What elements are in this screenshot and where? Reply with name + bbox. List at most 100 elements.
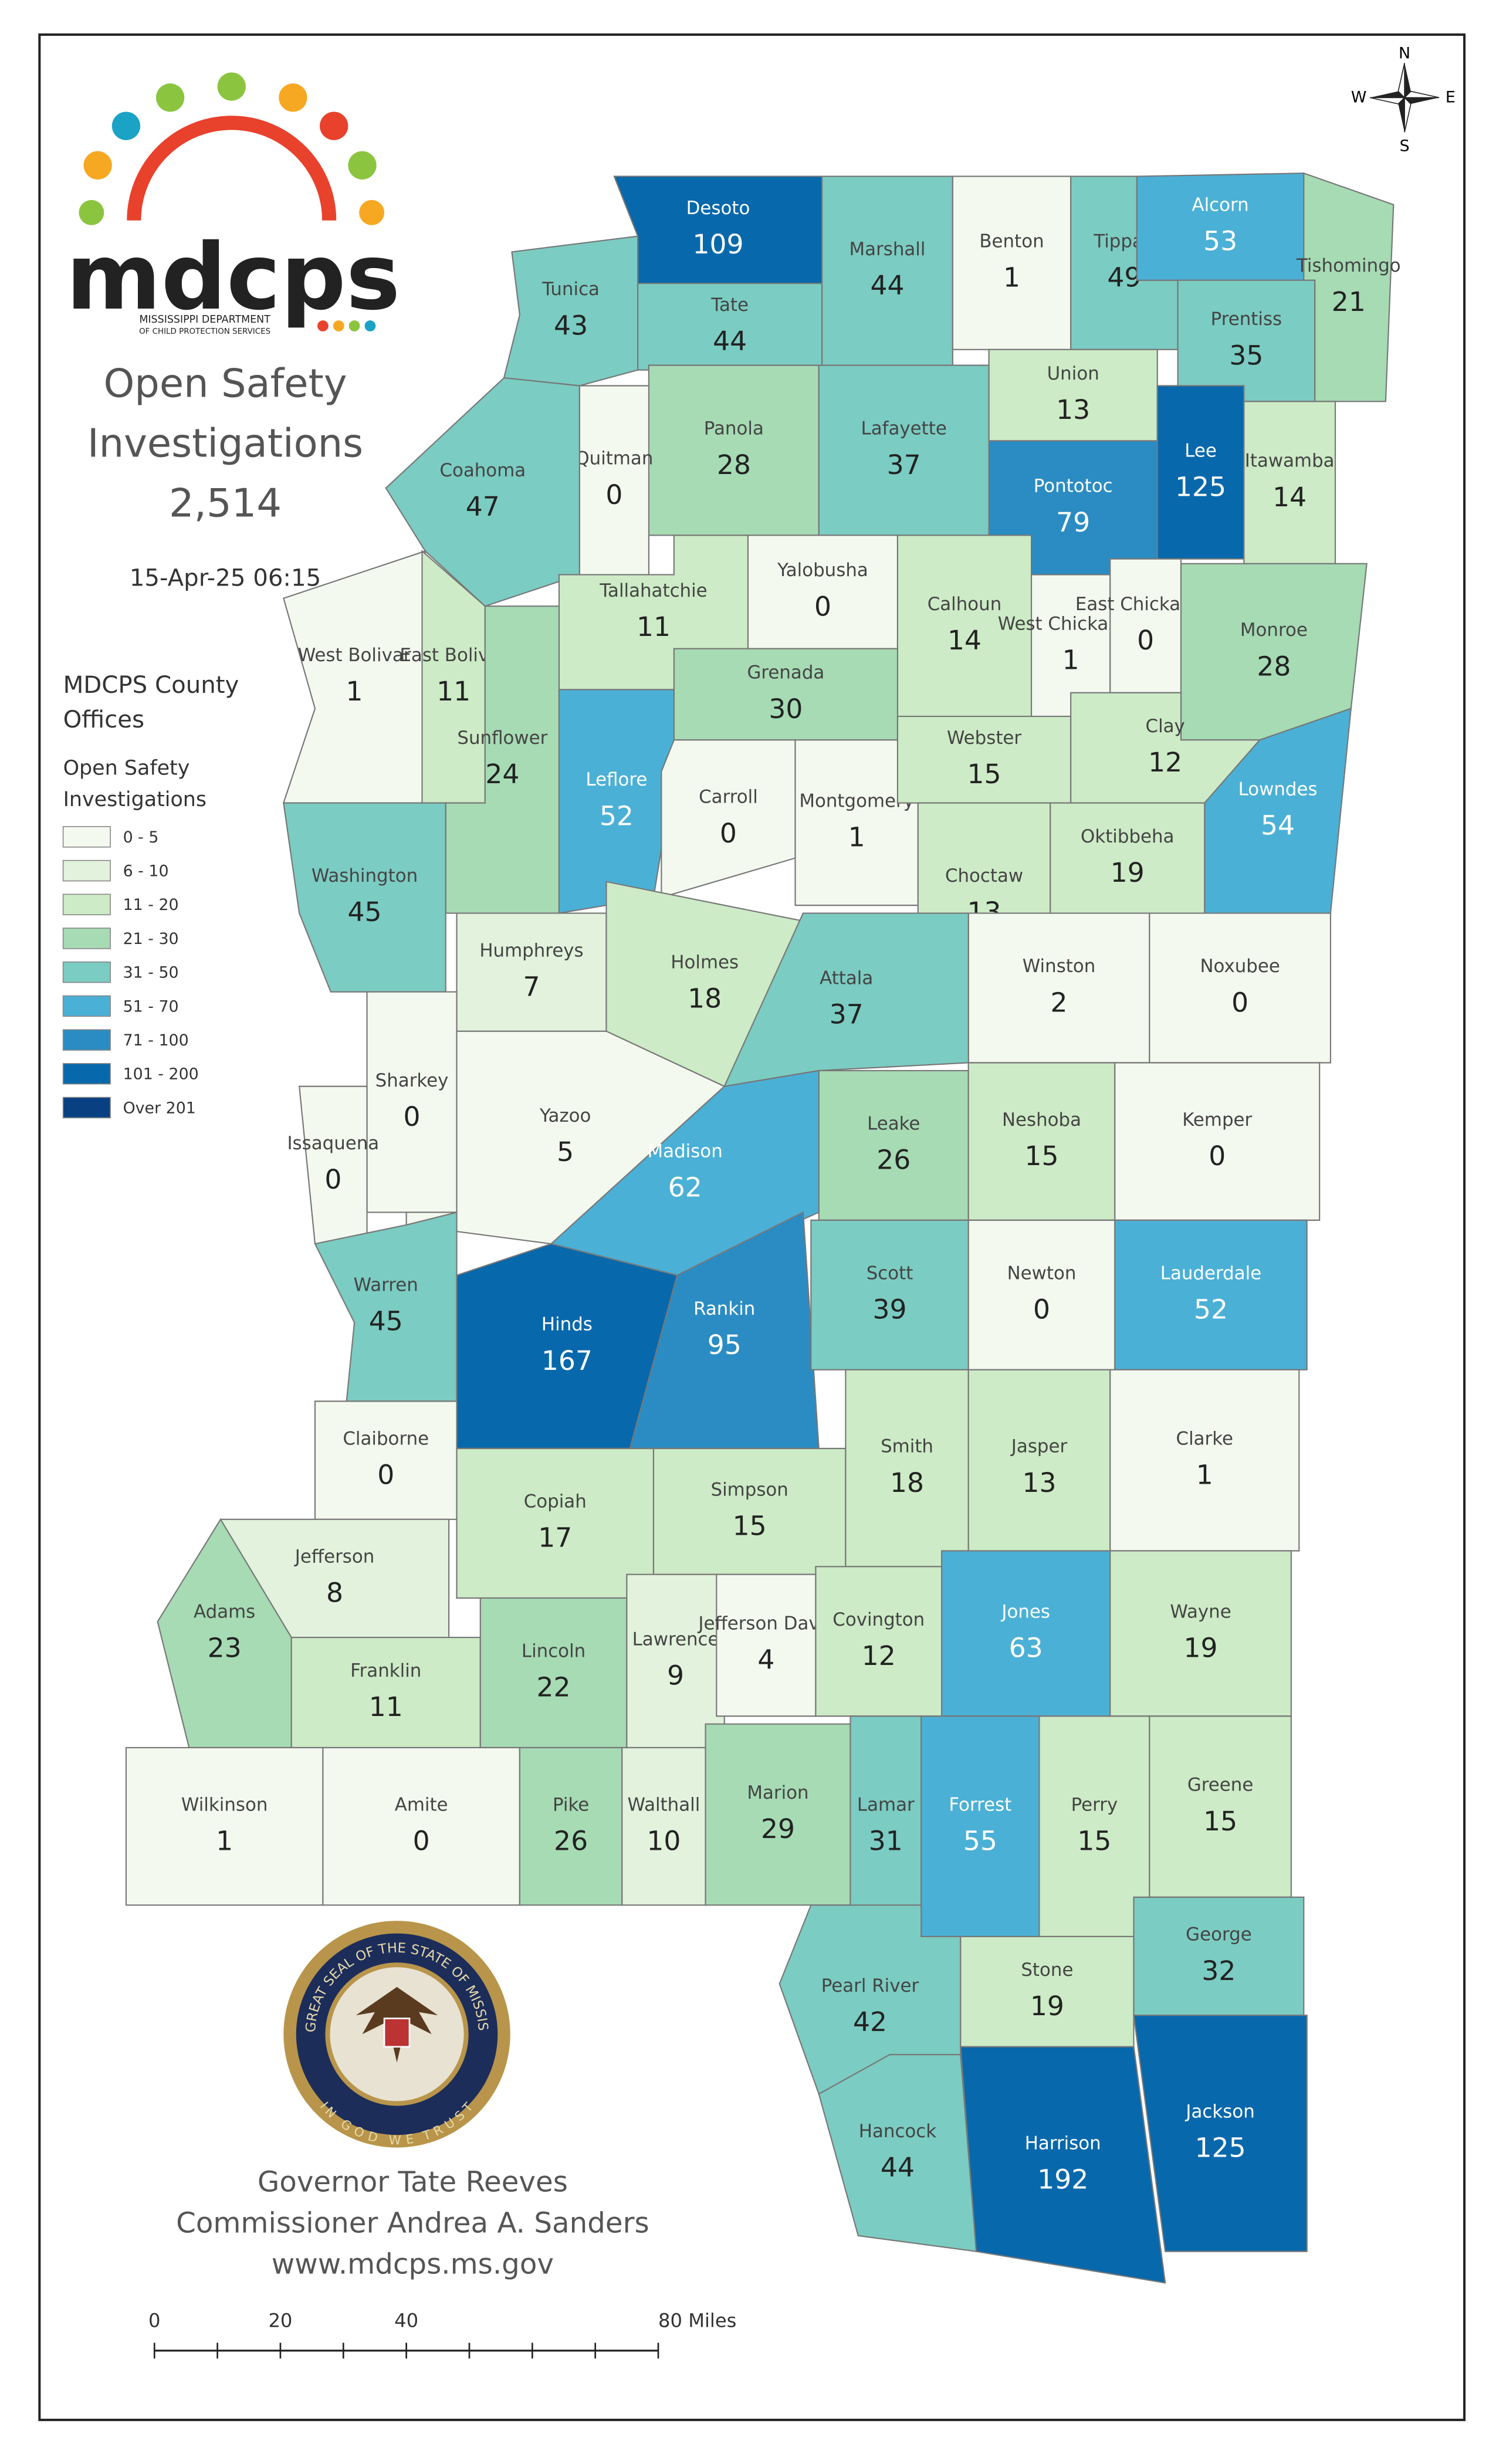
county-name: Jones bbox=[1000, 1602, 1050, 1623]
county-name: Covington bbox=[832, 1609, 925, 1630]
county-count: 29 bbox=[761, 1813, 795, 1844]
county-name: Greene bbox=[1187, 1775, 1253, 1796]
title: Open Safety bbox=[103, 360, 347, 406]
legend: 0 - 5 6 - 10 11 - 20 21 - 30 31 - 50 51 - 70 7… bbox=[62, 826, 199, 1119]
county-name: Lafayette bbox=[861, 418, 947, 439]
legend-label: 101 - 200 bbox=[123, 1065, 199, 1084]
county-count: 1 bbox=[1003, 262, 1020, 293]
county-name: Amite bbox=[395, 1794, 448, 1815]
county-name: Yazoo bbox=[539, 1105, 591, 1126]
legend-title: MDCPS County bbox=[63, 672, 239, 699]
county-count: 0 bbox=[377, 1459, 394, 1490]
county-name: Jefferson bbox=[294, 1546, 375, 1568]
county-count: 79 bbox=[1056, 507, 1090, 538]
legend-label: Over 201 bbox=[123, 1099, 196, 1117]
county-name: Franklin bbox=[350, 1660, 421, 1681]
county-count: 37 bbox=[887, 449, 921, 480]
county-count: 31 bbox=[869, 1825, 903, 1856]
county-name: Issaquena bbox=[287, 1133, 379, 1154]
county-name: Montgomery bbox=[799, 790, 914, 811]
scale-label: 80 Miles bbox=[658, 2310, 736, 2332]
county bbox=[960, 2046, 1166, 2284]
legend-swatch bbox=[62, 995, 111, 1017]
county-name: Forrest bbox=[949, 1794, 1011, 1815]
county-count: 18 bbox=[688, 983, 722, 1014]
county-name: Pearl River bbox=[821, 1975, 919, 1996]
legend-swatch bbox=[62, 859, 111, 882]
county bbox=[1114, 1062, 1321, 1221]
legend-label: 31 - 50 bbox=[123, 964, 179, 982]
county-name: Union bbox=[1047, 363, 1099, 384]
scale-label: 20 bbox=[268, 2310, 292, 2332]
county-count: 0 bbox=[720, 818, 737, 849]
county-name: Carroll bbox=[699, 787, 758, 808]
county-count: 0 bbox=[814, 591, 831, 622]
legend-swatch bbox=[62, 1029, 111, 1051]
legend-label: 71 - 100 bbox=[123, 1031, 189, 1050]
county-name: Clay bbox=[1146, 716, 1185, 737]
county-count: 125 bbox=[1195, 2133, 1246, 2164]
county-name: Walthall bbox=[628, 1794, 700, 1815]
county-name: Marion bbox=[747, 1782, 808, 1803]
county-name: Panola bbox=[704, 418, 764, 439]
county-name: Stone bbox=[1021, 1959, 1073, 1981]
county-count: 35 bbox=[1229, 340, 1263, 371]
county-count: 22 bbox=[537, 1672, 571, 1703]
county-name: Lee bbox=[1184, 440, 1217, 461]
county-name: Benton bbox=[979, 231, 1044, 252]
county-count: 15 bbox=[733, 1511, 767, 1542]
legend-swatch bbox=[62, 961, 111, 983]
legend-swatch bbox=[62, 826, 111, 848]
scale-label: 40 bbox=[394, 2310, 418, 2332]
county-count: 4 bbox=[757, 1644, 774, 1676]
county-name: Adams bbox=[194, 1602, 255, 1623]
county-count: 62 bbox=[668, 1172, 702, 1203]
county-name: Scott bbox=[867, 1263, 913, 1284]
county-name: Warren bbox=[354, 1275, 418, 1296]
county-name: Quitman bbox=[575, 448, 653, 469]
county-count: 49 bbox=[1107, 262, 1141, 293]
title: Investigations bbox=[87, 420, 363, 466]
county-name: Sharkey bbox=[375, 1070, 449, 1091]
county-count: 1 bbox=[1062, 645, 1079, 676]
compass-n: N bbox=[1399, 44, 1410, 62]
county-count: 28 bbox=[717, 449, 751, 480]
county-name: Pike bbox=[553, 1794, 589, 1815]
county bbox=[405, 1030, 726, 1245]
footer-line: Commissioner Andrea A. Sanders bbox=[176, 2206, 649, 2239]
county-count: 7 bbox=[523, 971, 540, 1002]
county-count: 63 bbox=[1009, 1633, 1043, 1664]
county-name: Itawamba bbox=[1245, 451, 1335, 472]
county-count: 125 bbox=[1175, 471, 1226, 502]
county bbox=[1114, 1219, 1308, 1370]
county-name: Jackson bbox=[1184, 2101, 1254, 2123]
compass: N S E W bbox=[1351, 44, 1456, 155]
county-count: 192 bbox=[1037, 2164, 1088, 2195]
county-count: 44 bbox=[870, 270, 904, 301]
legend-subtitle: Open Safety bbox=[63, 756, 190, 780]
legend-label: 21 - 30 bbox=[123, 930, 179, 948]
county-count: 0 bbox=[1209, 1140, 1226, 1172]
county-count: 109 bbox=[692, 229, 743, 260]
county-count: 1 bbox=[848, 821, 865, 852]
county bbox=[1133, 2015, 1308, 2252]
county-count: 0 bbox=[324, 1164, 341, 1195]
logo: mdcps MISSISSIPPI DEPARTMENT OF CHILD PR… bbox=[66, 72, 400, 336]
county bbox=[1149, 912, 1332, 1064]
county-count: 167 bbox=[541, 1345, 593, 1376]
county-name: Tishomingo bbox=[1296, 255, 1401, 276]
county-name: Wilkinson bbox=[181, 1794, 268, 1815]
county-count: 32 bbox=[1201, 1955, 1236, 1986]
county-name: Leflore bbox=[585, 769, 647, 790]
county-count: 14 bbox=[1272, 482, 1307, 513]
county-name: West Bolivar bbox=[298, 645, 411, 666]
county-count: 0 bbox=[413, 1825, 430, 1856]
legend-swatch bbox=[62, 1096, 111, 1119]
county-name: Clarke bbox=[1176, 1428, 1233, 1449]
county-count: 1 bbox=[1196, 1459, 1213, 1490]
county-count: 45 bbox=[347, 896, 381, 928]
county-count: 9 bbox=[667, 1660, 684, 1691]
county-name: Tate bbox=[710, 295, 749, 316]
